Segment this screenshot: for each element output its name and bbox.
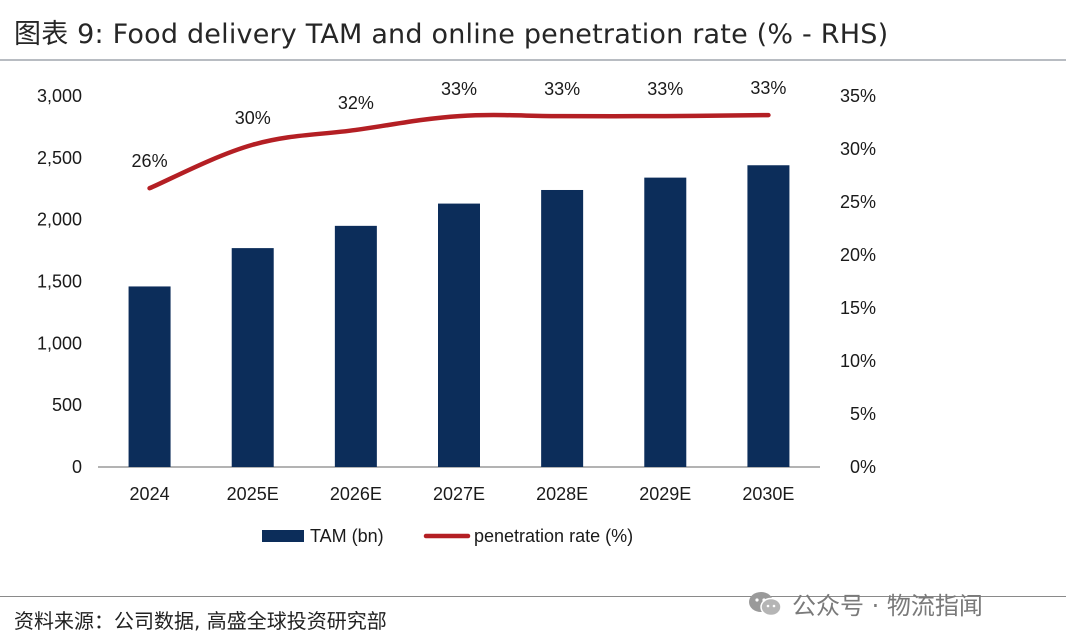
x-axis: 2024 2025E 2026E 2027E 2028E 2029E 2030E bbox=[130, 484, 795, 504]
tam-bar bbox=[438, 203, 480, 467]
legend: TAM (bn) penetration rate (%) bbox=[262, 526, 633, 546]
tam-bar bbox=[541, 189, 584, 467]
left-tick-label: 1,500 bbox=[37, 272, 82, 292]
legend-penetration-label: penetration rate (%) bbox=[474, 526, 633, 546]
tam-bar bbox=[334, 225, 377, 467]
title-divider bbox=[0, 59, 1066, 61]
footer-divider bbox=[0, 596, 1066, 597]
penetration-line bbox=[147, 112, 771, 191]
left-tick-label: 2,500 bbox=[37, 148, 82, 168]
tam-bar bbox=[128, 286, 171, 467]
tam-bar bbox=[231, 248, 274, 467]
watermark: 公众号 · 物流指闻 bbox=[748, 586, 983, 621]
penetration-data-label: 33% bbox=[544, 79, 580, 99]
penetration-data-label: 33% bbox=[750, 78, 786, 98]
penetration-data-label: 33% bbox=[441, 79, 477, 99]
x-tick-label: 2030E bbox=[742, 484, 794, 504]
right-tick-label: 35% bbox=[840, 86, 876, 106]
x-tick-label: 2026E bbox=[330, 484, 382, 504]
x-tick-label: 2025E bbox=[227, 484, 279, 504]
x-tick-label: 2027E bbox=[433, 484, 485, 504]
chart-canvas: 0 500 1,000 1,500 2,000 2,500 3,000 0% 5% 10% 15%… bbox=[37, 78, 876, 546]
left-tick-label: 2,000 bbox=[37, 210, 82, 230]
right-tick-label: 30% bbox=[840, 139, 876, 159]
tam-bars bbox=[128, 165, 790, 467]
penetration-data-label: 26% bbox=[132, 151, 168, 171]
tam-bar bbox=[644, 177, 687, 467]
left-axis: 0 500 1,000 1,500 2,000 2,500 3,000 bbox=[37, 86, 82, 477]
legend-tam-label: TAM (bn) bbox=[310, 526, 384, 546]
source-note: 资料来源：公司数据, 高盛全球投资研究部 bbox=[14, 609, 387, 633]
legend-tam-swatch bbox=[262, 530, 304, 542]
right-tick-label: 5% bbox=[850, 404, 876, 424]
right-tick-label: 0% bbox=[850, 457, 876, 477]
tam-bar bbox=[747, 165, 790, 467]
x-tick-label: 2024 bbox=[130, 484, 170, 504]
right-tick-label: 10% bbox=[840, 351, 876, 371]
x-tick-label: 2028E bbox=[536, 484, 588, 504]
x-tick-label: 2029E bbox=[639, 484, 691, 504]
right-tick-label: 20% bbox=[840, 245, 876, 265]
watermark-text: 公众号 · 物流指闻 bbox=[792, 592, 983, 620]
left-tick-label: 3,000 bbox=[37, 86, 82, 106]
left-tick-label: 1,000 bbox=[37, 333, 82, 353]
penetration-data-label: 32% bbox=[338, 93, 374, 113]
right-tick-label: 25% bbox=[840, 192, 876, 212]
wechat-icon bbox=[749, 591, 782, 616]
left-tick-label: 0 bbox=[72, 457, 82, 477]
right-axis: 0% 5% 10% 15% 20% 25% 30% 35% bbox=[840, 86, 876, 477]
penetration-labels: 26% 30% 32% 33% 33% 33% 33% bbox=[132, 78, 787, 171]
chart-title: 图表 9: Food delivery TAM and online penet… bbox=[14, 19, 889, 50]
penetration-data-label: 30% bbox=[235, 108, 271, 128]
penetration-data-label: 33% bbox=[647, 79, 683, 99]
left-tick-label: 500 bbox=[52, 395, 82, 415]
right-tick-label: 15% bbox=[840, 298, 876, 318]
